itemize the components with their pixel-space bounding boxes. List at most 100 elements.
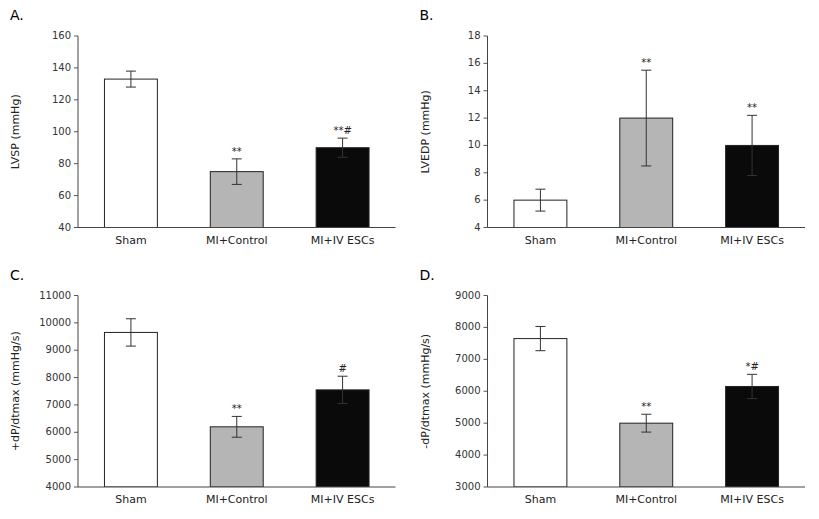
x-tick-label: MI+Control [206, 493, 268, 506]
y-tick [74, 227, 78, 228]
y-tick-label: 12 [468, 112, 481, 123]
error-cap [641, 165, 651, 166]
y-tick [484, 455, 488, 456]
y-tick [484, 487, 488, 488]
page: {"chart_data": [ {"type": "bar", "title"… [0, 0, 819, 519]
significance-label: ** [232, 403, 242, 414]
error-line [130, 71, 131, 87]
error-line [130, 319, 131, 346]
y-tick-label: 120 [52, 94, 71, 105]
y-tick-label: 4000 [46, 481, 71, 492]
y-axis-label: +dP/dtmax (mmHg/s) [9, 331, 22, 451]
error-line [540, 189, 541, 211]
bar [514, 339, 567, 487]
y-tick-label: 60 [58, 190, 71, 201]
error-line [236, 159, 237, 185]
significance-label: # [338, 363, 346, 374]
error-bar [641, 70, 651, 166]
error-bar [535, 326, 545, 350]
significance-label: *# [745, 361, 758, 372]
error-cap [338, 157, 348, 158]
y-tick [74, 404, 78, 405]
y-tick-label: 14 [468, 85, 481, 96]
y-tick-label: 6000 [455, 385, 480, 396]
error-cap [641, 414, 651, 415]
y-tick [484, 63, 488, 64]
y-tick-label: 160 [52, 30, 71, 41]
y-tick-label: 140 [52, 62, 71, 73]
figure: A.LVSP (mmHg)406080100120140160****#Sham… [0, 0, 819, 519]
x-tick-label: Sham [525, 234, 556, 247]
error-cap [338, 138, 348, 139]
y-tick-label: 18 [468, 30, 481, 41]
y-tick [74, 195, 78, 196]
y-tick [484, 327, 488, 328]
y-tick [484, 200, 488, 201]
error-cap [747, 175, 757, 176]
y-tick-label: 16 [468, 57, 481, 68]
error-bar [747, 115, 757, 175]
x-tick-label: MI+IV ESCs [720, 234, 784, 247]
y-axis-label: LVSP (mmHg) [9, 94, 22, 169]
error-cap [232, 184, 242, 185]
y-tick-label: 9000 [455, 290, 480, 301]
error-cap [535, 189, 545, 190]
significance-label: **# [333, 125, 351, 136]
error-cap [232, 416, 242, 417]
y-tick-label: 40 [58, 222, 71, 233]
y-axis-line [487, 36, 488, 228]
y-axis-label: LVEDP (mmHg) [419, 90, 432, 173]
error-cap [232, 437, 242, 438]
x-tick-label: MI+IV ESCs [311, 234, 375, 247]
y-tick [74, 163, 78, 164]
panel: B.LVEDP (mmHg)4681012141618****ShamMI+Co… [419, 7, 806, 247]
panel: D.-dP/dtmax (mmHg/s)30004000500060007000… [419, 267, 806, 507]
y-tick [74, 350, 78, 351]
bar [620, 423, 673, 487]
y-tick-label: 4 [474, 222, 480, 233]
y-tick-label: 5000 [455, 417, 480, 428]
y-tick [484, 118, 488, 119]
panel: A.LVSP (mmHg)406080100120140160****#Sham… [9, 7, 396, 247]
y-tick [484, 145, 488, 146]
error-bar [747, 374, 757, 398]
panel-label: C. [10, 267, 24, 283]
error-cap [535, 211, 545, 212]
x-tick-label: Sham [525, 493, 556, 506]
error-cap [641, 432, 651, 433]
y-tick-label: 8000 [455, 321, 480, 332]
y-tick-label: 9000 [46, 344, 71, 355]
y-tick-label: 10 [468, 139, 481, 150]
plot-area [514, 326, 779, 487]
error-cap [535, 326, 545, 327]
y-tick-label: 3000 [455, 481, 480, 492]
error-cap [338, 376, 348, 377]
y-tick-label: 7000 [46, 399, 71, 410]
error-cap [126, 71, 136, 72]
error-bar [232, 416, 242, 437]
error-cap [747, 374, 757, 375]
x-axis-line [78, 227, 396, 228]
y-tick [74, 131, 78, 132]
error-line [752, 374, 753, 398]
panel-label: D. [420, 267, 435, 283]
significance-label: ** [747, 102, 757, 113]
x-tick-label: MI+Control [206, 234, 268, 247]
y-tick [484, 172, 488, 173]
y-tick-label: 80 [58, 158, 71, 169]
y-tick [74, 322, 78, 323]
significance-label: ** [641, 57, 651, 68]
y-axis-line [78, 36, 79, 228]
plot-area [514, 70, 779, 227]
error-bar [126, 319, 136, 346]
error-bar [232, 159, 242, 185]
y-tick [484, 359, 488, 360]
x-tick-label: Sham [115, 234, 146, 247]
error-cap [747, 115, 757, 116]
error-bar [338, 376, 348, 403]
bar [104, 79, 157, 227]
y-tick [74, 487, 78, 488]
y-tick-label: 5000 [46, 454, 71, 465]
y-tick-label: 11000 [39, 290, 71, 301]
panel-label: B. [420, 7, 434, 23]
